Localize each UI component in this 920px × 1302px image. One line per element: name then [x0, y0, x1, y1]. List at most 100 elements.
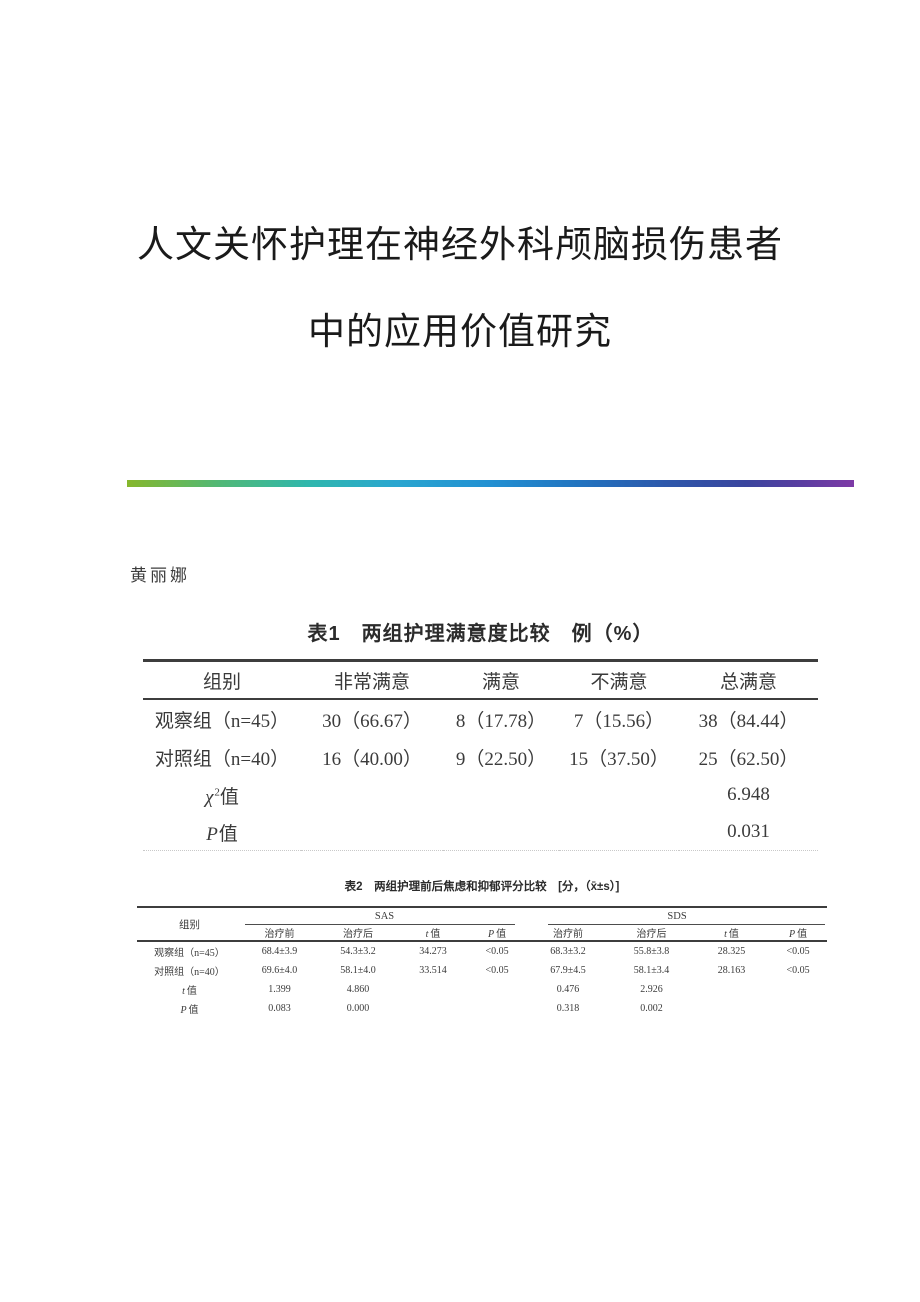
subheader-symbol: P [788, 929, 796, 940]
subheader-text: 治疗后 [636, 929, 667, 940]
subheader-text: 值 [496, 929, 507, 940]
table2-cell: 58.1±4.0 [340, 965, 376, 976]
table2-cell: <0.05 [485, 946, 509, 957]
table2-subheader: 治疗后 [609, 925, 695, 942]
table2-cell: 67.9±4.5 [550, 965, 586, 976]
subheader-symbol: t [724, 929, 727, 940]
table2-cell: 4.860 [346, 984, 370, 995]
table1-header-total-satisfied: 总满意 [679, 660, 818, 700]
subheader-text: 值 [797, 929, 808, 940]
group-label-sas: SAS [374, 911, 395, 922]
table2-cell-empty [399, 980, 467, 999]
table2-cell: 0.002 [640, 1003, 663, 1014]
table1-cell-empty [559, 776, 679, 814]
table1-header-very-satisfied: 非常满意 [301, 660, 443, 700]
table1-header-row: 组别 非常满意 满意 不满意 总满意 [143, 660, 818, 700]
table2-cell: 34.273 [419, 946, 447, 957]
table1-section: 表1 两组护理满意度比较 例（%） 组别 非常满意 满意 不满意 总满意 观察组… [143, 622, 818, 851]
table2-cell: <0.05 [786, 965, 810, 976]
table1-cell: 30（66.67） [322, 710, 422, 732]
table1-cell-empty [301, 776, 443, 814]
subheader-text: 治疗前 [553, 929, 584, 940]
group-label-sds: SDS [667, 911, 687, 922]
table1: 组别 非常满意 满意 不满意 总满意 观察组（n=45） 30（66.67） 8… [143, 659, 818, 851]
table2-cell-empty [769, 980, 827, 999]
table1-cell: 7（15.56） [573, 710, 665, 732]
table1-header-unsatisfied: 不满意 [559, 660, 679, 700]
page-title-line-2: 中的应用价值研究 [308, 312, 612, 353]
table2-header-group: 组别 [137, 907, 242, 942]
subheader-symbol: t [425, 929, 429, 940]
row-label-text: 值 [186, 986, 197, 997]
table2-cell: 55.8±3.8 [633, 946, 670, 957]
page-title-line-1: 人文关怀护理在神经外科颅脑损伤患者 [137, 225, 783, 266]
table2-cell: 0.476 [556, 984, 580, 995]
table1-row-control: 对照组（n=40） 16（40.00） 9（22.50） 15（37.50） 2… [143, 738, 818, 776]
table1-row-chi-squared: χ2值 6.948 [143, 776, 818, 814]
table2-cell: 28.325 [717, 946, 746, 957]
table1-header-satisfied: 满意 [443, 660, 559, 700]
author-name: 黄丽娜 [130, 566, 190, 585]
table1-cell: 观察组（n=45） [154, 710, 290, 732]
table2-cell: 28.163 [717, 965, 746, 976]
row-label-text: 值 [188, 1005, 199, 1016]
table2-cell: 68.4±3.9 [261, 946, 298, 957]
table2-row-label: 观察组（n=45） [137, 941, 242, 961]
subheader-text: 值 [728, 929, 739, 940]
table2-cell: <0.05 [485, 965, 509, 976]
table1-cell: 16（40.00） [322, 748, 422, 770]
chi-exponent: 2 [214, 786, 220, 799]
row-label-symbol: t [182, 986, 185, 997]
chi-squared-value: 6.948 [727, 784, 770, 805]
table1-header-group: 组别 [143, 660, 301, 700]
table1-row-p-value: P值 0.031 [143, 814, 818, 851]
table2-cell: 0.083 [268, 1003, 291, 1014]
chi-squared-label: χ2值 [143, 776, 301, 814]
table2-cell: 1.399 [268, 984, 291, 995]
row-label-text: 对照组（n=40） [154, 967, 225, 978]
subheader-text: 值 [430, 929, 441, 940]
table2-row-control: 对照组（n=40） 69.6±4.0 58.1±4.0 33.514 <0.05… [137, 961, 827, 980]
table2-subheader: 治疗后 [317, 925, 399, 942]
table1-cell-empty [443, 776, 559, 814]
table2-cell: 69.6±4.0 [261, 965, 298, 976]
table2-cell-empty [467, 999, 527, 1018]
table2-cell-empty [694, 999, 769, 1018]
group-header-sds: SDS [527, 907, 827, 925]
table2-cell: <0.05 [786, 946, 810, 957]
table2-group-header-row: 组别 SAS SDS [137, 907, 827, 942]
p-value-label: P值 [143, 814, 301, 851]
table1-cell-empty [301, 814, 443, 851]
table1-cell: 8（17.78） [455, 710, 547, 732]
table1-cell-empty [559, 814, 679, 851]
table2-cell: 0.318 [556, 1003, 580, 1014]
table2-cell: 68.3±3.2 [550, 946, 586, 957]
subheader-text: 治疗前 [264, 929, 295, 940]
table2-cell-empty [467, 980, 527, 999]
table1-cell: 15（37.50） [569, 748, 669, 770]
chi-suffix: 值 [219, 786, 239, 808]
table1-cell: 对照组（n=40） [154, 748, 290, 770]
table1-caption: 表1 两组护理满意度比较 例（%） [307, 623, 654, 645]
chi-symbol: χ [205, 786, 214, 808]
table1-row-observation: 观察组（n=45） 30（66.67） 8（17.78） 7（15.56） 38… [143, 699, 818, 738]
table2-subheader: 治疗前 [527, 925, 610, 942]
subheader-text: 治疗后 [343, 929, 373, 940]
table2-caption: 表2 两组护理前后焦虑和抑郁评分比较 [分，（x̄±s）] [344, 881, 620, 893]
group-header-sas: SAS [242, 907, 527, 925]
table2-cell-empty [399, 999, 467, 1018]
row-label-text: 观察组（n=45） [154, 948, 225, 959]
sds-underline [548, 924, 826, 925]
p-symbol: P [206, 823, 218, 845]
table1-cell-empty [443, 814, 559, 851]
table2-section: 表2 两组护理前后焦虑和抑郁评分比较 [分，（x̄±s）] 组别 SAS SDS… [137, 881, 828, 1018]
